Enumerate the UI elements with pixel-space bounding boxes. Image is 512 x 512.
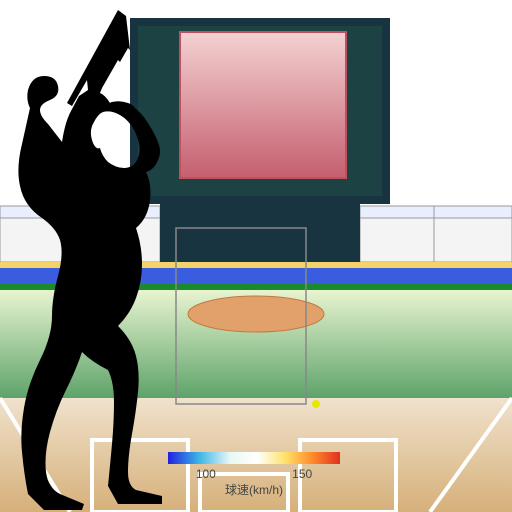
pitch-chart: 100 150 球速(km/h): [0, 0, 512, 512]
scoreboard-screen: [180, 32, 346, 178]
pitch-marker: [312, 400, 320, 408]
stand-facade: [360, 218, 434, 262]
scoreboard-support: [160, 204, 360, 262]
legend-tick: 150: [292, 467, 312, 481]
legend-tick: 100: [196, 467, 216, 481]
legend-axis-label: 球速(km/h): [225, 483, 283, 497]
stand-backwall: [434, 206, 512, 218]
legend-colorbar: [168, 452, 340, 464]
stand-backwall: [360, 206, 434, 218]
pitchers-mound: [188, 296, 324, 332]
stand-facade: [434, 218, 512, 262]
